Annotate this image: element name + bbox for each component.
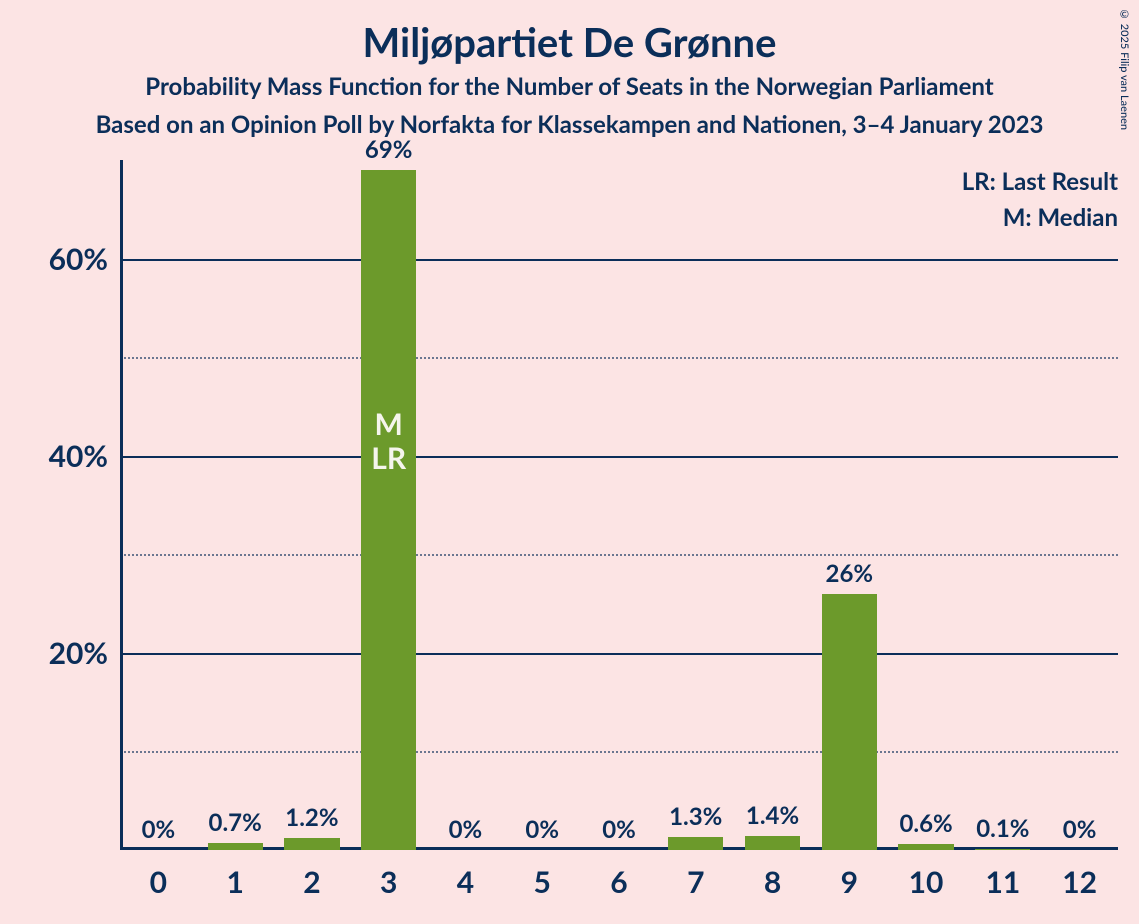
chart-container: © 2025 Filip van Laenen Miljøpartiet De … — [0, 0, 1139, 924]
bar-value-label: 26% — [826, 559, 874, 594]
y-axis-tick-label: 60% — [49, 241, 120, 277]
gridline-minor — [120, 357, 1118, 359]
bar-value-label: 0% — [602, 815, 636, 850]
x-axis-tick-label: 0 — [150, 850, 167, 900]
bar: 69% — [361, 170, 416, 850]
bar: 1.2% — [284, 838, 339, 850]
x-axis-tick-label: 12 — [1062, 850, 1097, 900]
bar: 0.7% — [208, 843, 263, 850]
y-axis-tick-label: 40% — [49, 438, 120, 474]
chart-subtitle-1: Probability Mass Function for the Number… — [0, 72, 1139, 101]
x-axis-tick-label: 11 — [985, 850, 1020, 900]
x-axis-tick-label: 10 — [909, 850, 944, 900]
x-axis-tick-label: 9 — [841, 850, 858, 900]
x-axis-tick-label: 8 — [764, 850, 781, 900]
plot-area: LR: Last Result M: Median 20%40%60%0%00.… — [120, 160, 1118, 850]
bar: 1.4% — [745, 836, 800, 850]
bar-value-label: 0% — [449, 815, 483, 850]
bar-value-label: 1.3% — [669, 802, 722, 837]
bar-value-label: 1.4% — [746, 801, 799, 836]
bar-value-label: 0.7% — [209, 808, 262, 843]
bar-value-label: 0% — [142, 815, 176, 850]
gridline-major — [120, 456, 1118, 458]
x-axis-tick-label: 5 — [534, 850, 551, 900]
x-axis-tick-label: 1 — [226, 850, 243, 900]
bar-value-label: 69% — [365, 135, 413, 170]
x-axis-tick-label: 6 — [610, 850, 627, 900]
bar-value-label: 0.1% — [976, 814, 1029, 849]
gridline-minor — [120, 554, 1118, 556]
bar-value-label: 1.2% — [285, 803, 338, 838]
y-axis-line — [120, 160, 123, 850]
gridline-major — [120, 653, 1118, 655]
x-axis-tick-label: 3 — [380, 850, 397, 900]
bar-annotation: MLR — [371, 407, 406, 476]
legend: LR: Last Result M: Median — [962, 164, 1118, 236]
legend-lr: LR: Last Result — [962, 164, 1118, 200]
x-axis-tick-label: 2 — [303, 850, 320, 900]
bar-value-label: 0.6% — [899, 809, 952, 844]
y-axis-tick-label: 20% — [49, 635, 120, 671]
legend-m: M: Median — [962, 200, 1118, 236]
bar-value-label: 0% — [525, 815, 559, 850]
bar: 1.3% — [668, 837, 723, 850]
bar-value-label: 0% — [1063, 815, 1097, 850]
x-axis-tick-label: 7 — [687, 850, 704, 900]
chart-title: Miljøpartiet De Grønne — [0, 18, 1139, 66]
chart-subtitle-2: Based on an Opinion Poll by Norfakta for… — [0, 110, 1139, 139]
gridline-major — [120, 259, 1118, 261]
x-axis-tick-label: 4 — [457, 850, 474, 900]
gridline-minor — [120, 751, 1118, 753]
bar: 26% — [822, 594, 877, 850]
